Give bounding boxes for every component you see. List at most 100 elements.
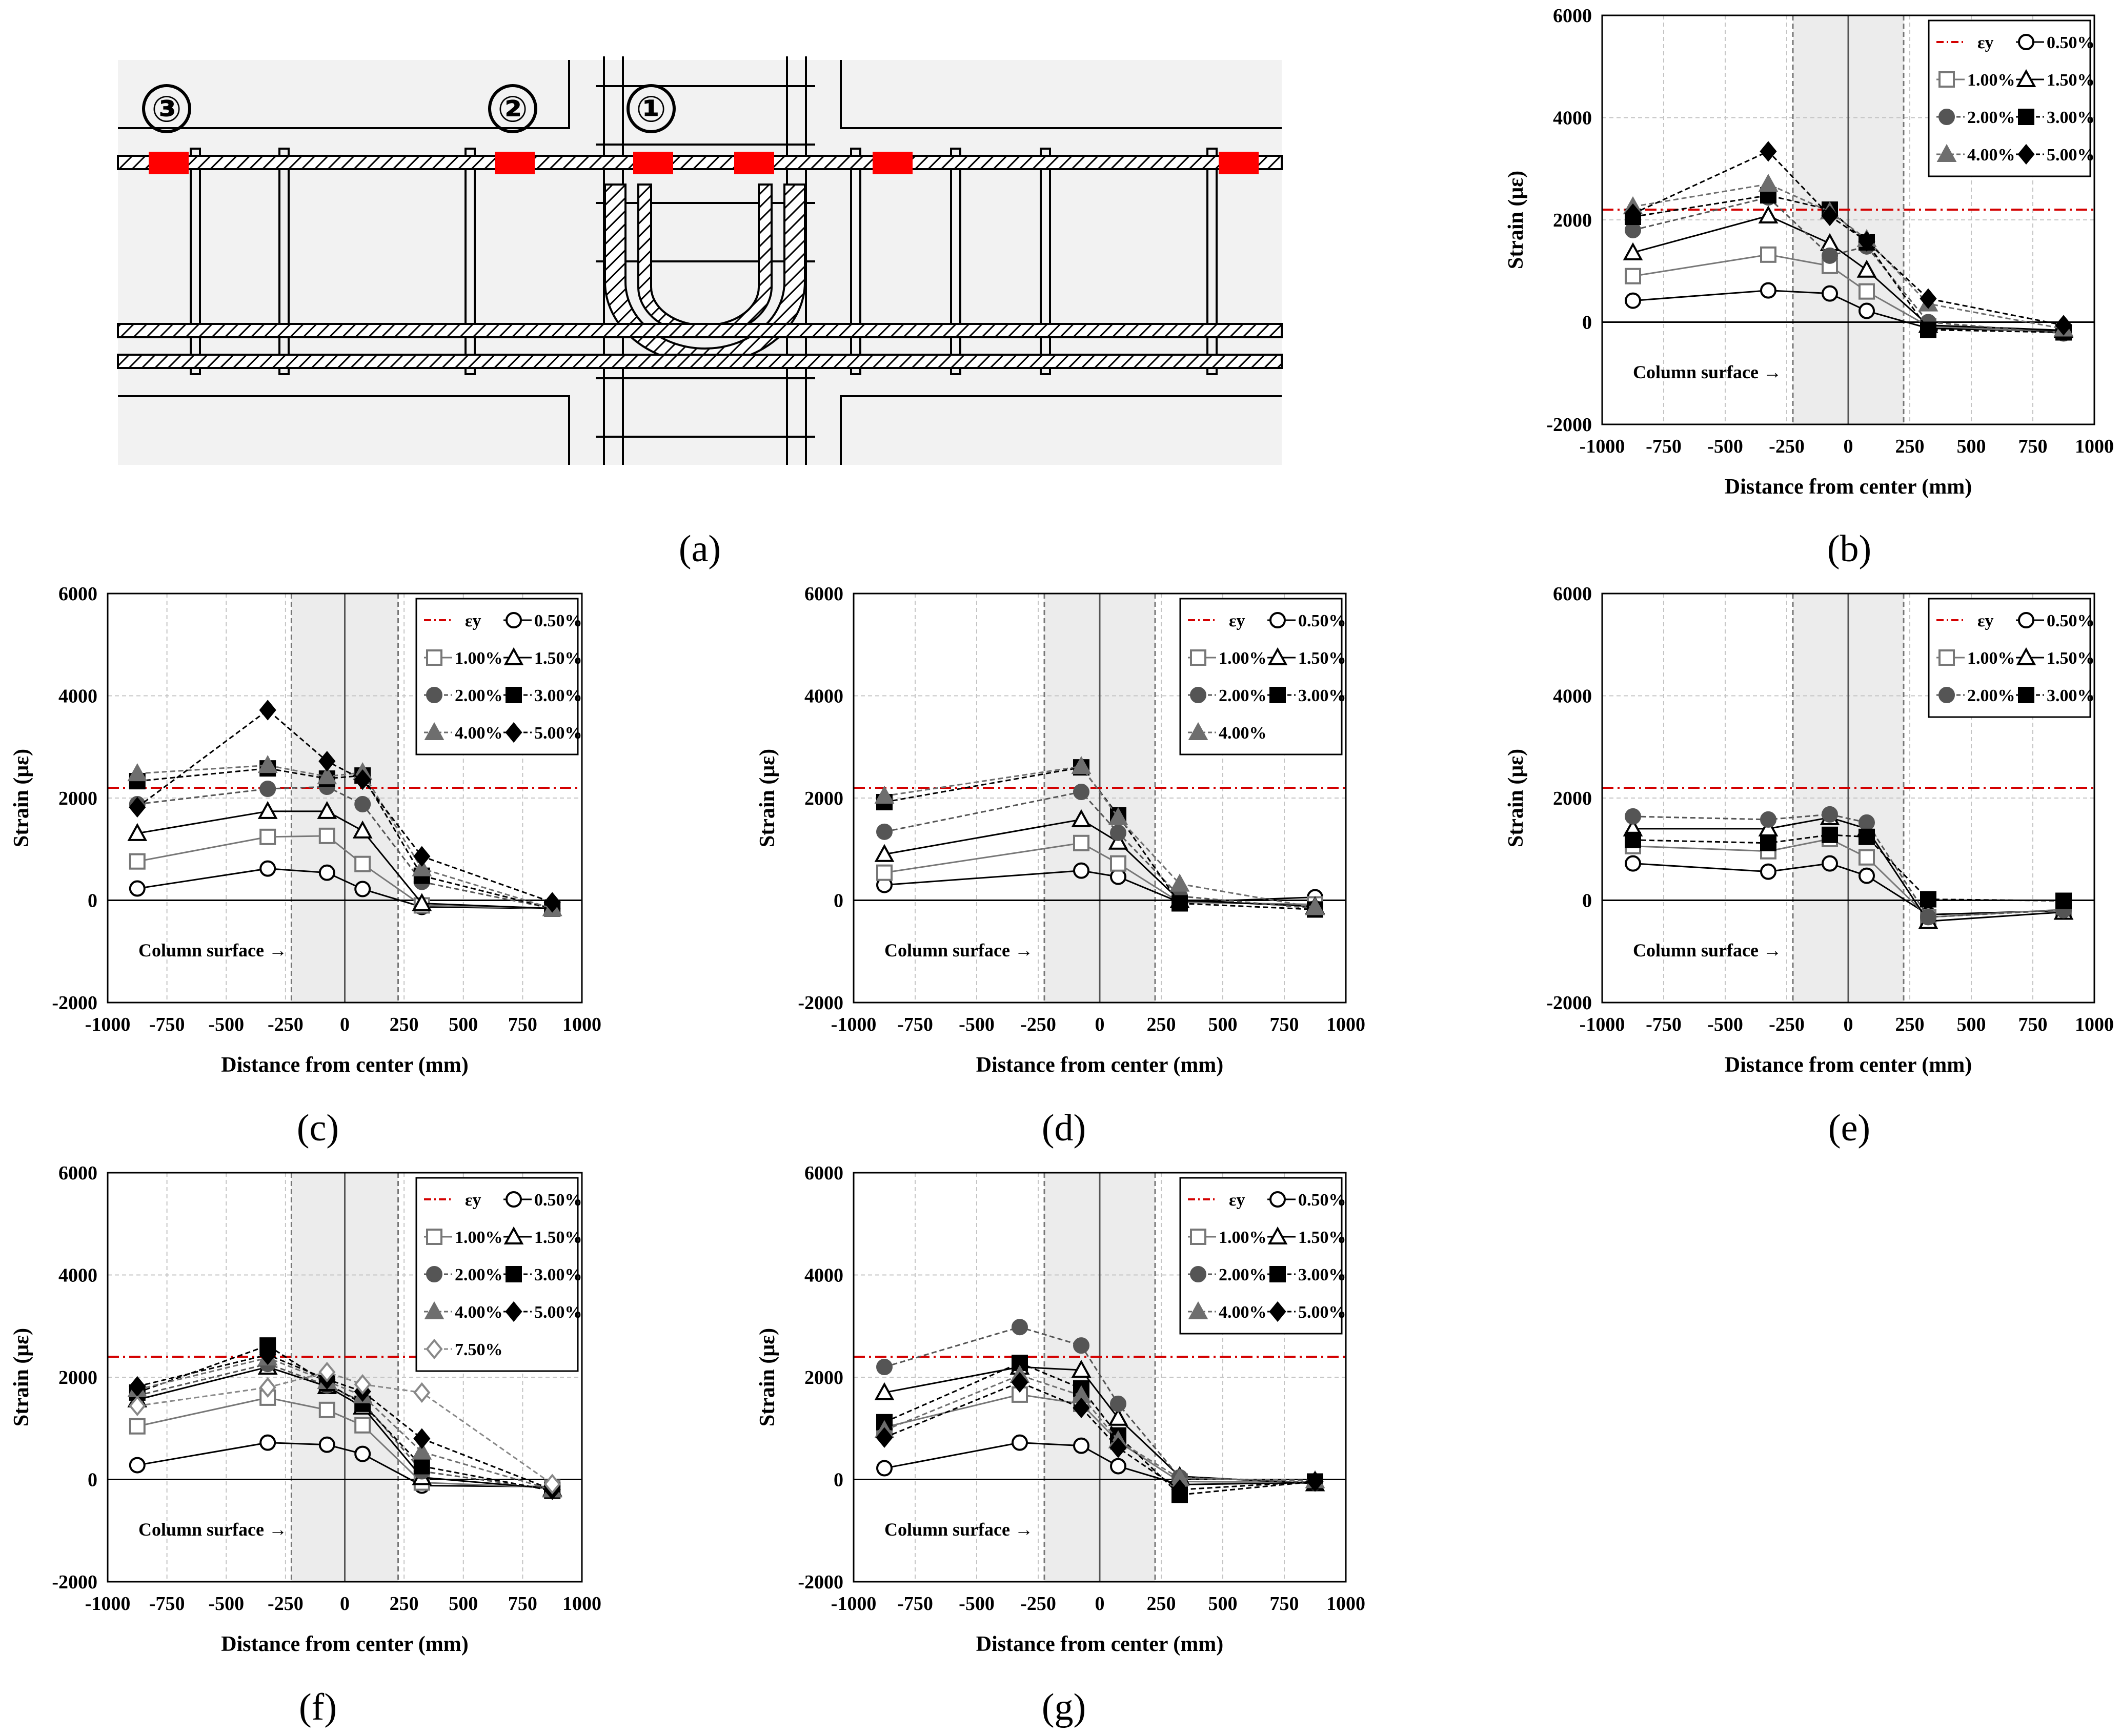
panel-a-schematic: ③ ② ① <box>117 56 1283 465</box>
legend-symbol <box>505 1301 522 1322</box>
legend-label: 1.50% <box>534 1228 582 1247</box>
column-surface-annotation: Column surface → <box>138 1519 287 1540</box>
x-tick-label: 750 <box>508 1014 537 1035</box>
data-point <box>1859 814 1875 831</box>
legend-label: 0.50% <box>2047 611 2095 630</box>
legend-entry-3.00%: 3.00% <box>503 1265 582 1284</box>
legend-symbol <box>2016 69 2036 87</box>
legend-entry-2.00%: 2.00% <box>1188 686 1267 705</box>
series-line <box>1632 150 2064 326</box>
data-point <box>1822 285 1838 302</box>
series-3.00% <box>1625 826 2072 909</box>
y-tick-label: 4000 <box>58 1265 97 1286</box>
x-tick-label: -750 <box>897 1014 933 1035</box>
legend-symbol <box>503 647 524 665</box>
x-tick-label: -500 <box>959 1014 995 1035</box>
legend-entry-1.00%: 1.00% <box>1188 1228 1267 1247</box>
y-tick-label: 4000 <box>58 686 97 707</box>
y-tick-label: 4000 <box>804 686 843 707</box>
x-tick-label: 1000 <box>1326 1593 1365 1615</box>
legend-label: 1.50% <box>2047 649 2095 668</box>
x-axis-label: Distance from center (mm) <box>221 1053 468 1077</box>
column-surface-annotation: Column surface → <box>884 1519 1033 1540</box>
x-axis-label: Distance from center (mm) <box>1725 1053 1972 1077</box>
data-point <box>874 844 895 862</box>
data-point <box>259 781 276 798</box>
series-5.00% <box>1624 141 2072 336</box>
data-point <box>876 864 893 881</box>
legend-label: 3.00% <box>1298 686 1346 705</box>
x-tick-label: 0 <box>1095 1593 1105 1615</box>
legend-box <box>415 1177 579 1372</box>
y-tick-label: 0 <box>1582 312 1592 334</box>
series-5.00% <box>876 1372 1324 1500</box>
legend-label: 5.00% <box>534 1303 582 1322</box>
legend-label: 1.00% <box>455 649 503 668</box>
x-tick-label: -250 <box>1769 1014 1805 1035</box>
data-point <box>1108 807 1128 825</box>
legend: εy 0.50% 1.00% 1.50% 2.00% 3.00% 4.00% 5.00% <box>1928 19 2095 177</box>
legend-symbol <box>426 1266 442 1282</box>
legend-entry-3.00%: 3.00% <box>2016 108 2095 127</box>
data-point <box>1071 756 1092 774</box>
x-tick-label: 250 <box>1895 1014 1925 1035</box>
marker-circle-3 <box>627 84 676 133</box>
legend-symbol <box>1190 687 1206 703</box>
data-point <box>1625 808 1641 825</box>
x-tick-label: 0 <box>1844 436 1853 457</box>
x-tick-label: -1000 <box>1580 436 1625 457</box>
x-tick-label: 750 <box>2018 1014 2048 1035</box>
data-point <box>354 795 371 812</box>
data-point <box>1760 863 1776 880</box>
legend-label: 2.00% <box>1967 686 2015 705</box>
chart-c: -2000 0 2000 4000 6000 -1000 -750 -500 -250 0 250 5… <box>10 583 601 1077</box>
y-tick-label: 6000 <box>58 583 97 605</box>
caption-g: (g) <box>1042 1686 1086 1728</box>
data-point <box>413 1428 431 1449</box>
data-point <box>876 1427 893 1448</box>
data-point <box>259 1434 276 1451</box>
data-point <box>1110 868 1126 885</box>
legend-label: 1.00% <box>1967 71 2015 90</box>
series-line <box>137 764 553 909</box>
legend-symbol <box>1269 1266 1286 1282</box>
data-point <box>1110 1458 1126 1475</box>
series-7.50% <box>129 1361 561 1495</box>
x-tick-label: 500 <box>1957 436 1986 457</box>
legend-label: εy <box>465 611 481 630</box>
legend-symbol <box>2018 687 2034 703</box>
data-point <box>1859 867 1875 884</box>
data-point <box>876 823 893 840</box>
data-point <box>1760 834 1776 851</box>
data-point <box>354 1417 371 1434</box>
y-tick-label: -2000 <box>798 1571 843 1593</box>
chart-g: -2000 0 2000 4000 6000 -1000 -750 -500 -250 0 250 5… <box>756 1162 1365 1656</box>
y-tick-label: -2000 <box>52 992 97 1014</box>
data-point <box>1305 897 1325 915</box>
legend-label: 2.00% <box>1219 686 1267 705</box>
x-tick-label: -750 <box>149 1014 185 1035</box>
data-point <box>1073 1337 1089 1354</box>
legend-symbol <box>2018 612 2034 628</box>
series-line <box>137 868 553 909</box>
chart-f: -2000 0 2000 4000 6000 -1000 -750 -500 -250 0 250 5… <box>10 1162 601 1656</box>
legend-symbol <box>1269 612 1286 628</box>
legend-entry-3.00%: 3.00% <box>2016 686 2095 705</box>
x-tick-label: -1000 <box>85 1014 131 1035</box>
legend-label: εy <box>1977 33 1994 52</box>
legend-entry-1.50%: 1.50% <box>503 647 582 668</box>
data-point <box>354 1445 371 1462</box>
strain-gauge-5 <box>873 152 913 174</box>
y-tick-label: -2000 <box>52 1571 97 1593</box>
legend-entry-5.00%: 5.00% <box>2016 144 2095 165</box>
x-tick-label: -750 <box>149 1593 185 1615</box>
x-tick-label: 250 <box>390 1593 419 1615</box>
legend-entry-4.00%: 4.00% <box>1936 144 2015 165</box>
data-point <box>1858 231 1875 252</box>
data-point <box>259 1377 276 1398</box>
legend-entry-ey: εy <box>1188 611 1245 630</box>
legend-label: 5.00% <box>534 724 582 743</box>
data-point <box>1071 809 1092 827</box>
x-tick-label: -1000 <box>1580 1014 1625 1035</box>
legend: εy 0.50% 1.00% 1.50% 2.00% 3.00% 4.00% 5.00% <box>1179 1177 1346 1335</box>
